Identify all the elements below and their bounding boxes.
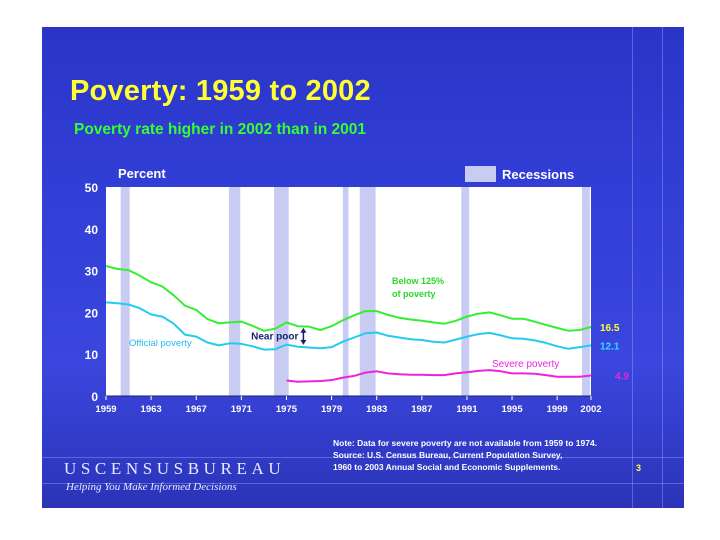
recession-band (120, 187, 130, 396)
recession-band (359, 187, 376, 396)
decor-grid-line (632, 27, 633, 508)
x-tick-label: 1987 (411, 404, 432, 415)
series-label-official: Official poverty (129, 338, 192, 349)
decor-grid-line (42, 457, 684, 458)
recession-band (342, 187, 349, 396)
x-tick-label: 1971 (231, 404, 253, 415)
footnote: Note: Data for severe poverty are not av… (333, 437, 597, 473)
y-tick-label: 30 (85, 265, 99, 279)
recession-band (581, 187, 590, 396)
slide-title: Poverty: 1959 to 2002 (70, 75, 371, 107)
x-tick-label: 1963 (141, 404, 162, 415)
source-line-1: Source: U.S. Census Bureau, Current Popu… (333, 450, 563, 460)
x-tick-label: 1959 (95, 404, 116, 415)
recession-band (461, 187, 470, 396)
x-tick-label: 1983 (366, 404, 387, 415)
poverty-chart: 0 10 20 30 40 50 1959 1963 1967 1971 1975 1979 1983 1… (85, 166, 629, 415)
series-line (286, 369, 592, 383)
slide: Poverty: 1959 to 2002 Poverty rate highe… (42, 27, 684, 508)
slide-subtitle: Poverty rate higher in 2002 than in 2001 (74, 121, 367, 138)
series-label-below-125-line2: of poverty (392, 289, 436, 299)
x-tick-label: 1991 (456, 404, 478, 415)
y-tick-label: 50 (85, 181, 99, 195)
chart-labels: Percent Recessions Below 125% of poverty Off… (118, 166, 629, 383)
recession-band (274, 187, 289, 396)
decor-grid-line (42, 483, 684, 484)
end-label-below-125: 16.5 (600, 323, 620, 334)
end-label-severe: 4.9 (615, 372, 629, 383)
legend-label-recessions: Recessions (502, 167, 574, 182)
x-tick-label: 1979 (321, 404, 342, 415)
x-tick-label: 1975 (276, 404, 298, 415)
source-line-2: 1960 to 2003 Annual Social and Economic … (333, 462, 561, 472)
axes: 0 10 20 30 40 50 1959 1963 1967 1971 1975 1979 1983 1… (85, 181, 602, 415)
y-axis-title: Percent (118, 166, 166, 181)
recession-bands (120, 187, 590, 396)
arrow-up-icon (300, 327, 307, 333)
y-tick-label: 40 (85, 223, 99, 237)
y-tick-label: 0 (91, 390, 98, 404)
page-number: 3 (636, 463, 642, 473)
end-label-official: 12.1 (600, 341, 620, 352)
y-tick-label: 20 (85, 306, 99, 320)
recession-band (228, 187, 241, 396)
tagline: Helping You Make Informed Decisions (66, 481, 237, 493)
series-label-severe: Severe poverty (492, 359, 559, 370)
y-tick-label: 10 (85, 348, 99, 362)
series-line (105, 301, 592, 351)
x-tick-label: 1999 (547, 404, 568, 415)
x-tick-label: 2002 (580, 404, 601, 415)
near-poor-label: Near poor (251, 332, 298, 343)
note-text: Note: Data for severe poverty are not av… (333, 438, 598, 448)
decor-grid-line (662, 27, 663, 508)
legend-swatch-recessions (465, 166, 496, 182)
x-tick-label: 1967 (186, 404, 207, 415)
x-tick-label: 1995 (501, 404, 523, 415)
series-line (105, 265, 592, 332)
series-lines (105, 265, 592, 383)
series-label-below-125-line1: Below 125% (392, 276, 444, 286)
census-bureau-logo: USCENSUSBUREAU (64, 459, 286, 478)
arrow-down-icon (300, 339, 307, 345)
